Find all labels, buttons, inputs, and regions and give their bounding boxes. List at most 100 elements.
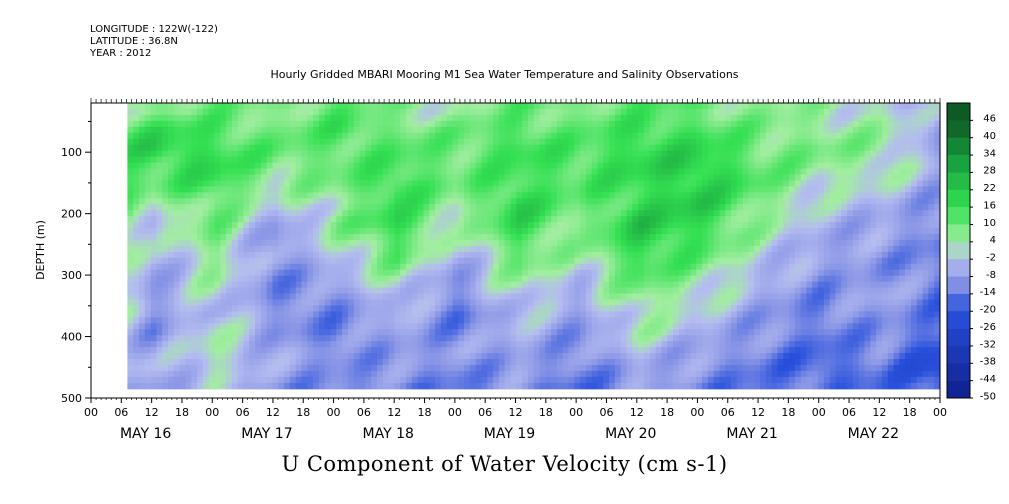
- heatmap-cell: [568, 216, 575, 223]
- heatmap-cell: [649, 233, 657, 241]
- heatmap-cell: [127, 114, 134, 122]
- heatmap-cell: [278, 132, 285, 140]
- heatmap-cell: [150, 347, 157, 354]
- heatmap-cell: [574, 233, 581, 241]
- heatmap-cell: [365, 168, 372, 176]
- heatmap-cell: [313, 335, 320, 342]
- heatmap-cell: [440, 364, 448, 372]
- heatmap-cell: [388, 364, 395, 372]
- heatmap-cell: [220, 257, 227, 265]
- heatmap-cell: [562, 132, 570, 140]
- heatmap-cell: [249, 132, 256, 140]
- heatmap-cell: [237, 216, 245, 223]
- heatmap-cell: [347, 311, 355, 318]
- heatmap-cell: [440, 216, 448, 223]
- heatmap-cell: [179, 305, 187, 312]
- heatmap-cell: [255, 126, 262, 134]
- heatmap-cell: [411, 150, 419, 158]
- heatmap-cell: [278, 353, 285, 360]
- heatmap-cell: [191, 376, 198, 384]
- heatmap-cell: [359, 204, 366, 211]
- heatmap-cell: [237, 180, 245, 187]
- heatmap-cell: [545, 114, 552, 122]
- heatmap-cell: [133, 120, 140, 128]
- heatmap-cell: [255, 364, 262, 372]
- heatmap-cell: [220, 233, 227, 241]
- heatmap-cell: [336, 299, 343, 307]
- heatmap-cell: [127, 341, 134, 348]
- heatmap-cell: [417, 233, 425, 241]
- heatmap-cell: [394, 103, 401, 110]
- heatmap-cell: [643, 108, 651, 116]
- heatmap-cell: [365, 245, 372, 253]
- heatmap-cell: [313, 281, 320, 289]
- heatmap-cell: [452, 370, 459, 378]
- heatmap-cell: [678, 162, 686, 170]
- heatmap-cell: [307, 257, 314, 265]
- heatmap-cell: [580, 126, 587, 134]
- heatmap-cell: [249, 359, 256, 366]
- heatmap-cell: [661, 245, 668, 253]
- heatmap-cell: [394, 257, 401, 265]
- heatmap-cell: [684, 222, 692, 229]
- heatmap-cell: [394, 251, 401, 259]
- heatmap-cell: [527, 382, 535, 390]
- heatmap-cell: [580, 114, 587, 122]
- heatmap-cell: [197, 114, 204, 122]
- heatmap-cell: [284, 370, 291, 378]
- heatmap-cell: [359, 347, 366, 354]
- heatmap-cell: [295, 114, 303, 122]
- heatmap-cell: [237, 162, 245, 170]
- heatmap-cell: [522, 156, 529, 164]
- heatmap-cell: [394, 233, 401, 241]
- heatmap-cell: [678, 198, 686, 205]
- heatmap-cell: [255, 341, 262, 348]
- heatmap-cell: [394, 156, 401, 164]
- heatmap-cell: [388, 251, 395, 259]
- heatmap-cell: [191, 233, 198, 241]
- heatmap-cell: [342, 108, 349, 116]
- heatmap-cell: [556, 311, 564, 318]
- heatmap-cell: [168, 364, 175, 372]
- heatmap-cell: [556, 162, 564, 170]
- heatmap-cell: [191, 347, 198, 354]
- heatmap-cell: [446, 299, 454, 307]
- heatmap-cell: [301, 257, 308, 265]
- heatmap-cell: [411, 126, 419, 134]
- heatmap-cell: [423, 347, 430, 354]
- heatmap-cell: [498, 347, 506, 354]
- heatmap-cell: [388, 293, 395, 301]
- heatmap-cell: [725, 382, 732, 390]
- heatmap-cell: [603, 305, 610, 312]
- heatmap-cell: [551, 281, 558, 289]
- heatmap-cell: [522, 144, 529, 152]
- heatmap-cell: [423, 132, 430, 140]
- heatmap-cell: [556, 323, 564, 330]
- heatmap-cell: [452, 126, 459, 134]
- heatmap-cell: [556, 359, 564, 366]
- heatmap-cell: [464, 126, 471, 134]
- heatmap-cell: [702, 347, 709, 354]
- heatmap-cell: [359, 132, 366, 140]
- heatmap-cell: [388, 150, 395, 158]
- heatmap-cell: [365, 108, 372, 116]
- heatmap-cell: [353, 180, 361, 187]
- heatmap-cell: [626, 138, 633, 146]
- heatmap-cell: [725, 269, 732, 277]
- heatmap-cell: [539, 347, 546, 354]
- heatmap-cell: [481, 180, 488, 187]
- heatmap-cell: [684, 174, 692, 181]
- heatmap-cell: [353, 364, 361, 372]
- heatmap-cell: [243, 257, 250, 265]
- heatmap-cell: [406, 359, 413, 366]
- heatmap-cell: [603, 359, 610, 366]
- heatmap-cell: [330, 382, 337, 390]
- heatmap-cell: [580, 245, 587, 253]
- heatmap-cell: [266, 281, 274, 289]
- heatmap-cell: [464, 162, 471, 170]
- heatmap-cell: [313, 210, 320, 217]
- heatmap-cell: [197, 382, 204, 390]
- heatmap-cell: [678, 287, 686, 295]
- heatmap-cell: [562, 359, 570, 366]
- heatmap-cell: [260, 305, 268, 312]
